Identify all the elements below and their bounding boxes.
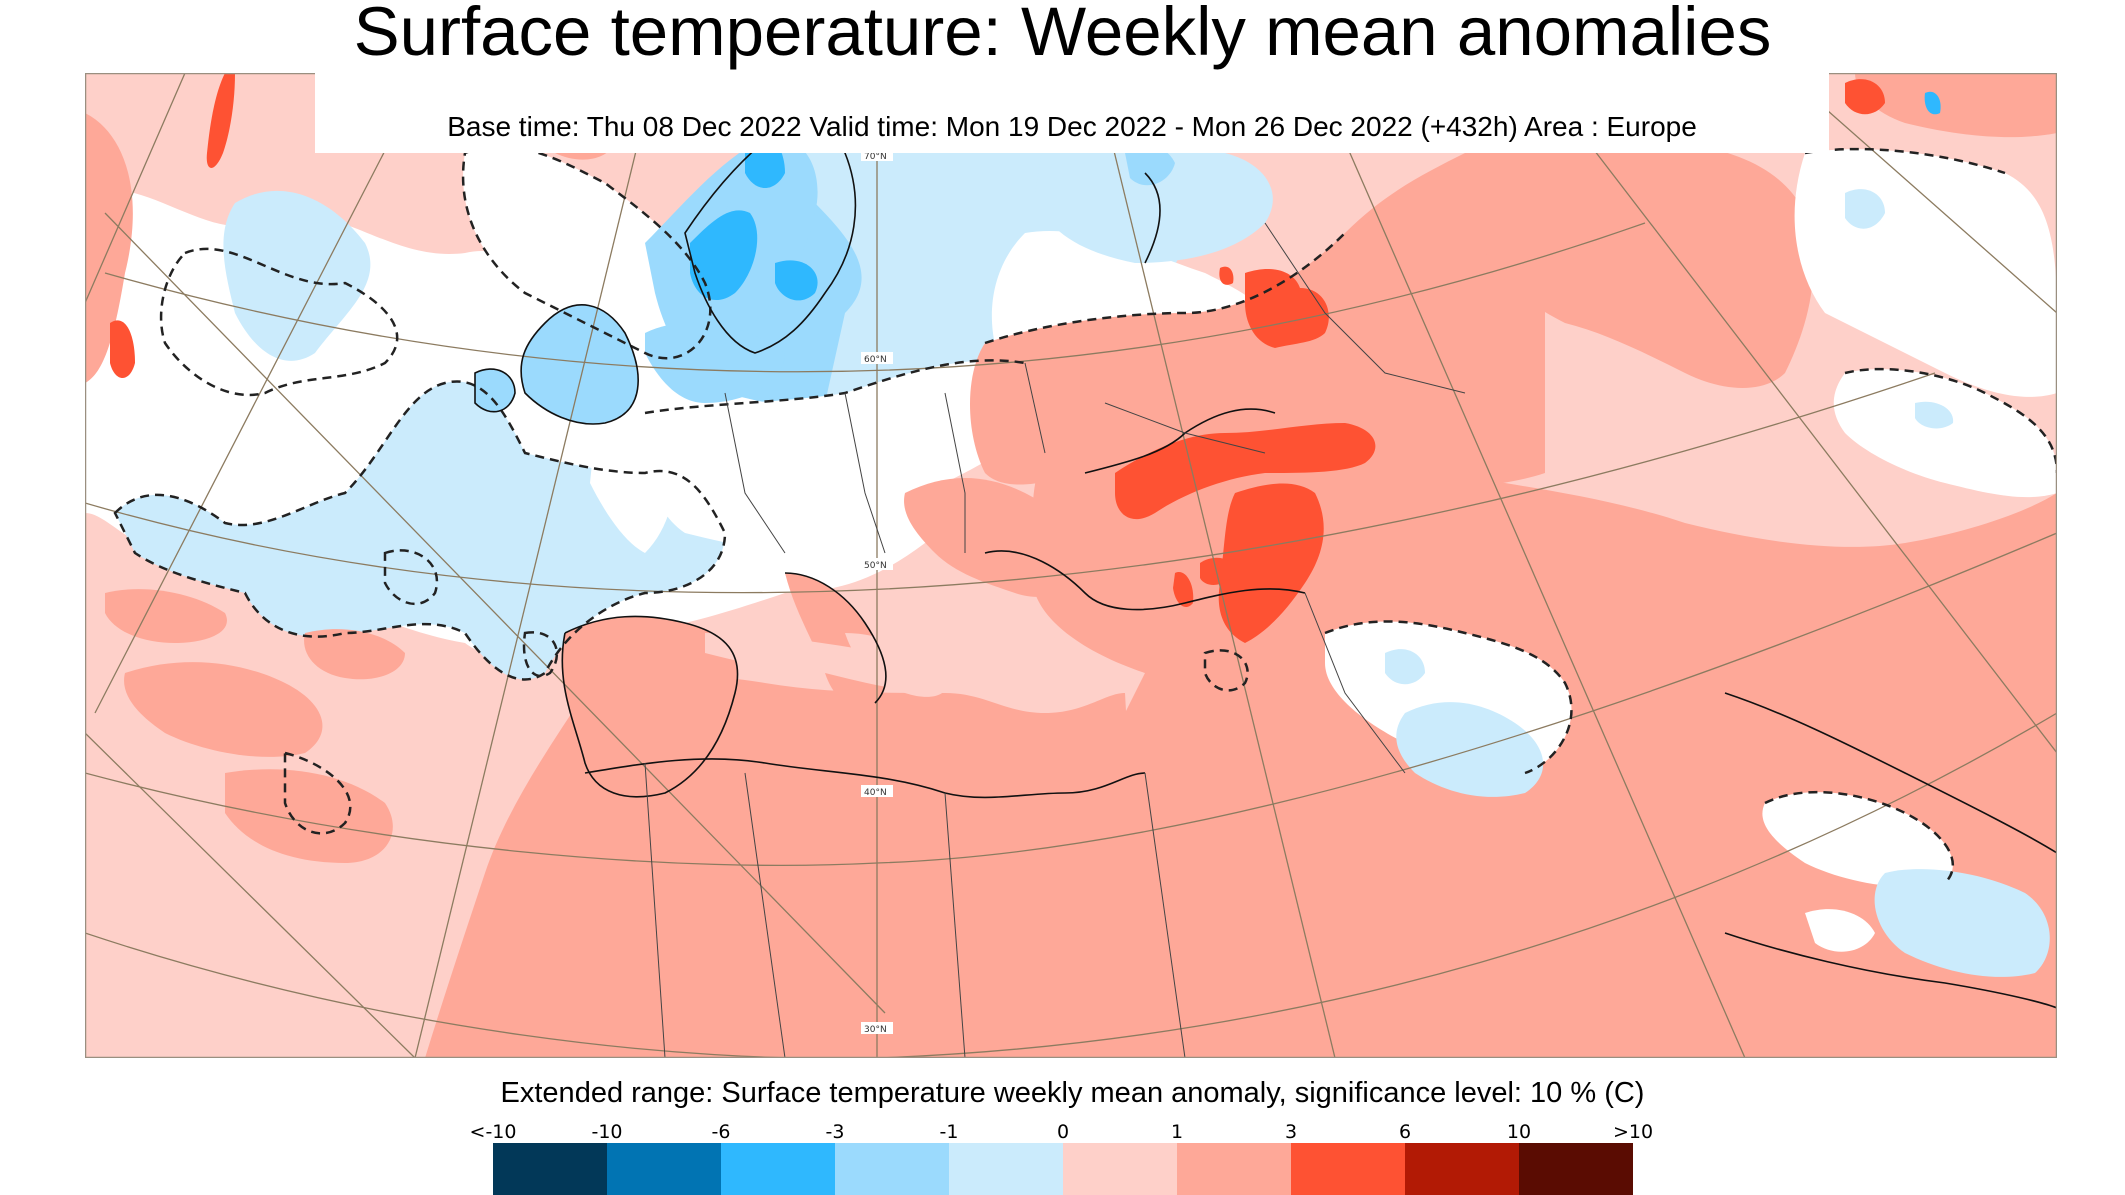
tick-label: 0: [1056, 1121, 1070, 1143]
colorbar-swatch: [1519, 1143, 1633, 1195]
lat-label-60: 60°N: [864, 355, 887, 365]
russia-hot-core: [1245, 268, 1329, 348]
lat-label-50: 50°N: [864, 561, 887, 571]
norwegian-sea-neutral: [463, 146, 711, 359]
colorbar-swatch: [721, 1143, 835, 1195]
lat-label-70: 70°N: [864, 152, 887, 162]
colorbar-swatch: [1405, 1143, 1519, 1195]
russia-cold: [1125, 146, 1175, 186]
syria-hot-spot: [1200, 557, 1235, 585]
turkey-hot-band: [1115, 423, 1376, 520]
baltic-cold: [775, 260, 818, 301]
tick-label: -6: [711, 1121, 731, 1143]
norway-strong-cold: [690, 210, 758, 301]
tick-label: -1: [939, 1121, 959, 1143]
atlantic-south-warm: [105, 589, 227, 643]
tick-label: >10: [1612, 1121, 1654, 1143]
south-east-white-2: [1805, 909, 1875, 952]
longitude-lines: [85, 73, 2057, 1058]
tick-label: -3: [825, 1121, 845, 1143]
colorbar: [493, 1143, 1633, 1195]
anomaly-map: 70°N 60°N 50°N 40°N 30°N: [85, 73, 2057, 1058]
colorbar-swatch: [1177, 1143, 1291, 1195]
kazakhstan-cold-patch: [1915, 401, 1954, 429]
iceland-hot-spot: [110, 320, 135, 378]
lat-label-40: 40°N: [864, 788, 887, 798]
lat-label-30: 30°N: [864, 1025, 887, 1035]
russia-light-cold: [1035, 124, 1273, 263]
tick-label: 1: [1170, 1121, 1184, 1143]
greenland-hot-strip: [206, 73, 235, 168]
tick-label: <-10: [469, 1121, 517, 1143]
south-east-white-patch: [1762, 792, 1953, 887]
atlantic-cold-area: [115, 381, 725, 680]
russia-hot-small: [1219, 266, 1234, 285]
north-sea-cold: [645, 322, 785, 403]
far-north-east-warm: [1855, 73, 2057, 138]
iraq-hot-area: [1218, 483, 1324, 643]
atlantic-south-warm-2: [124, 662, 323, 757]
tick-label: -10: [591, 1121, 623, 1143]
kazakhstan-neutral: [1833, 369, 2057, 498]
subtitle-box: [315, 72, 1829, 153]
tick-label: 6: [1398, 1121, 1412, 1143]
colorbar-swatch: [493, 1143, 607, 1195]
france-neutral: [590, 429, 675, 553]
libya-coast-light: [845, 633, 948, 697]
labrador-cold: [223, 190, 371, 361]
north-africa-warm: [425, 676, 1145, 1058]
ireland-cold: [475, 369, 515, 412]
south-east-cold-patch: [1874, 869, 2050, 977]
country-borders: [644, 222, 1466, 1058]
far-north-east-cold: [1924, 91, 1941, 115]
colorbar-swatch: [1291, 1143, 1405, 1195]
atlantic-south-warm-3: [304, 629, 405, 680]
siberia-cold-patch: [1845, 189, 1885, 229]
colorbar-swatch: [949, 1143, 1063, 1195]
central-asia-cold: [1396, 702, 1544, 797]
tick-label: 10: [1506, 1121, 1532, 1143]
levant-hot-spot: [1173, 572, 1194, 608]
far-north-east-hot: [1845, 79, 1885, 115]
colorbar-swatch: [607, 1143, 721, 1195]
tick-label: 3: [1284, 1121, 1298, 1143]
significance-contours: [113, 145, 2057, 884]
latitude-labels: 70°N 60°N 50°N 40°N 30°N: [861, 149, 893, 1035]
atlantic-south-warm-4: [225, 769, 393, 863]
chart-subtitle: Base time: Thu 08 Dec 2022 Valid time: M…: [447, 111, 1697, 142]
colorbar-ticks: <-10 -10 -6 -3 -1 0 1 3 6 10 >10: [0, 1120, 2125, 1144]
colorbar-caption: Extended range: Surface temperature week…: [500, 1077, 1645, 1109]
central-asia-cold-small: [1385, 649, 1425, 685]
colorbar-swatch: [835, 1143, 949, 1195]
chart-title: Surface temperature: Weekly mean anomali…: [353, 0, 1772, 70]
colorbar-swatch: [1063, 1143, 1177, 1195]
